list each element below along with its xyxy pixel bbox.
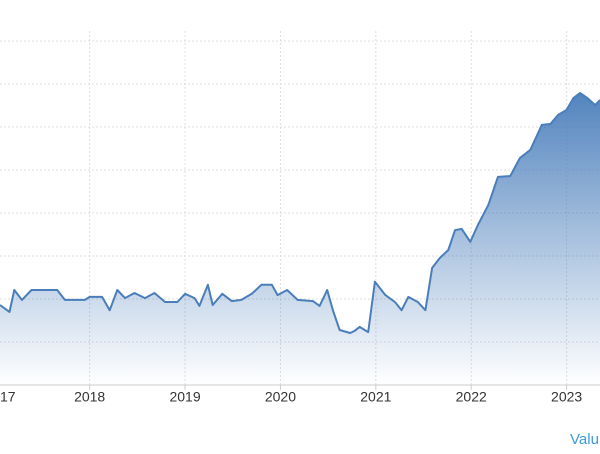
x-tick-label: 2018 <box>74 389 105 405</box>
x-tick-label: 2020 <box>265 389 296 405</box>
x-tick-label: 17 <box>0 389 16 405</box>
legend-entry: Valu <box>570 431 599 448</box>
line <box>0 92 600 334</box>
x-tick-label: 2019 <box>169 389 200 405</box>
x-tick-label: 2022 <box>456 389 487 405</box>
x-tick-label: 2021 <box>360 389 391 405</box>
area <box>0 93 600 385</box>
x-tick-label: 2023 <box>551 389 582 405</box>
